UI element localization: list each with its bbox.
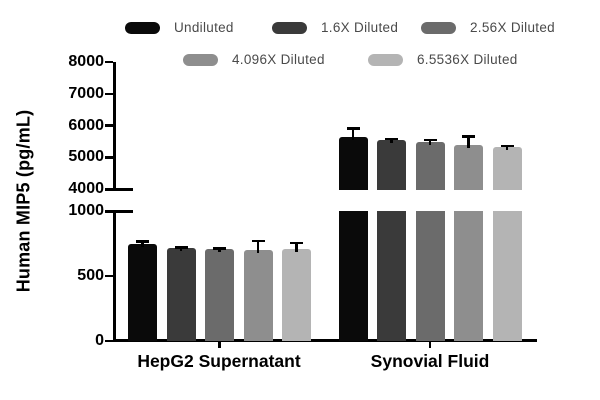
error-bar-stem-hepg2-undiluted [141, 240, 144, 247]
bar-synovial-1-6x-diluted-lower [377, 211, 406, 341]
y-axis-title: Human MIP5 (pg/mL) [13, 109, 34, 293]
bar-synovial-2-56x-diluted-lower [415, 211, 445, 341]
x-axis-group-tick-1 [428, 341, 432, 348]
y-tick-label-upper-6000: 6000 [68, 116, 104, 134]
error-bar-cap-hepg2-6-5536x-diluted [290, 241, 303, 245]
y-tick-upper-8000 [105, 60, 113, 64]
y-tick-lower-0 [105, 339, 113, 343]
axis-break-cap-upper [105, 187, 133, 191]
x-category-label-synovial: Synovial Fluid [370, 351, 490, 371]
error-bar-cap-hepg2-4-096x-diluted [251, 239, 265, 243]
legend-item-undiluted: Undiluted [125, 20, 234, 35]
y-axis-lower-segment [113, 211, 116, 342]
error-bar-cap-synovial-undiluted [346, 127, 360, 130]
error-bar-cap-hepg2-1-6x-diluted [174, 246, 188, 249]
error-bar-cap-synovial-4-096x-diluted [462, 135, 475, 138]
x-category-label-hepg2: HepG2 Supernatant [137, 351, 301, 371]
bar-synovial-4-096x-diluted-lower [454, 211, 483, 341]
legend-swatch-2-56x [421, 21, 456, 34]
bar-synovial-6-5536x-diluted-lower [492, 211, 522, 341]
legend-label-2-56x: 2.56X Diluted [470, 20, 555, 35]
error-bar-stem-synovial-2-56x-diluted [428, 138, 432, 145]
y-tick-label-lower-1000: 1000 [68, 202, 104, 219]
legend-swatch-6-5536x [368, 53, 403, 66]
legend-swatch-4-096x [183, 53, 218, 66]
legend-item-6-5536x: 6.5536X Diluted [368, 52, 518, 67]
bar-hepg2-undiluted [128, 243, 157, 341]
legend-item-4-096x: 4.096X Diluted [183, 52, 325, 67]
legend-label-undiluted: Undiluted [174, 20, 234, 35]
y-tick-label-lower-0: 0 [95, 332, 104, 349]
y-tick-upper-7000 [105, 92, 113, 95]
legend-label-6-5536x: 6.5536X Diluted [417, 52, 518, 67]
legend-swatch-1-6x [272, 21, 307, 34]
legend-label-4-096x: 4.096X Diluted [232, 52, 325, 67]
bar-hepg2-1-6x-diluted [166, 248, 196, 341]
error-bar-stem-hepg2-6-5536x-diluted [295, 241, 298, 252]
bar-synovial-2-56x-diluted-upper [415, 141, 445, 190]
error-bar-cap-synovial-6-5536x-diluted [500, 144, 514, 148]
x-axis-line [113, 338, 537, 342]
bar-hepg2-2-56x-diluted [205, 249, 234, 341]
y-tick-label-upper-8000: 8000 [68, 53, 104, 70]
error-bar-stem-synovial-undiluted [351, 127, 355, 140]
error-bar-cap-synovial-2-56x-diluted [423, 138, 437, 142]
error-bar-stem-synovial-4-096x-diluted [467, 135, 470, 148]
bar-synovial-4-096x-diluted-upper [454, 144, 483, 190]
bar-synovial-undiluted-upper [338, 136, 368, 190]
legend-item-2-56x: 2.56X Diluted [421, 20, 555, 35]
error-bar-cap-synovial-1-6x-diluted [385, 137, 398, 141]
y-tick-label-upper-5000: 5000 [68, 148, 104, 166]
error-bar-stem-synovial-6-5536x-diluted [505, 144, 509, 151]
y-tick-label-upper-7000: 7000 [68, 84, 104, 102]
bar-hepg2-6-5536x-diluted [282, 248, 311, 341]
error-bar-stem-hepg2-4-096x-diluted [256, 239, 260, 253]
legend-label-1-6x: 1.6X Diluted [321, 20, 399, 35]
y-tick-label-upper-4000: 4000 [68, 180, 104, 197]
x-axis-group-tick-0 [218, 341, 221, 348]
error-bar-cap-hepg2-2-56x-diluted [213, 247, 226, 250]
y-axis-upper-segment [113, 62, 116, 190]
error-bar-cap-hepg2-undiluted [136, 240, 149, 243]
bar-synovial-undiluted-lower [338, 211, 368, 341]
legend-swatch-undiluted [125, 21, 160, 34]
y-tick-upper-6000 [105, 124, 113, 127]
axis-break-cap-lower [105, 209, 133, 213]
bar-hepg2-4-096x-diluted [243, 250, 273, 341]
y-tick-lower-500 [105, 274, 113, 278]
bar-synovial-6-5536x-diluted-upper [492, 147, 522, 190]
y-tick-upper-5000 [105, 156, 113, 159]
bar-synovial-1-6x-diluted-upper [377, 139, 406, 190]
legend-item-1-6x: 1.6X Diluted [272, 20, 398, 35]
y-tick-label-lower-500: 500 [77, 267, 104, 284]
